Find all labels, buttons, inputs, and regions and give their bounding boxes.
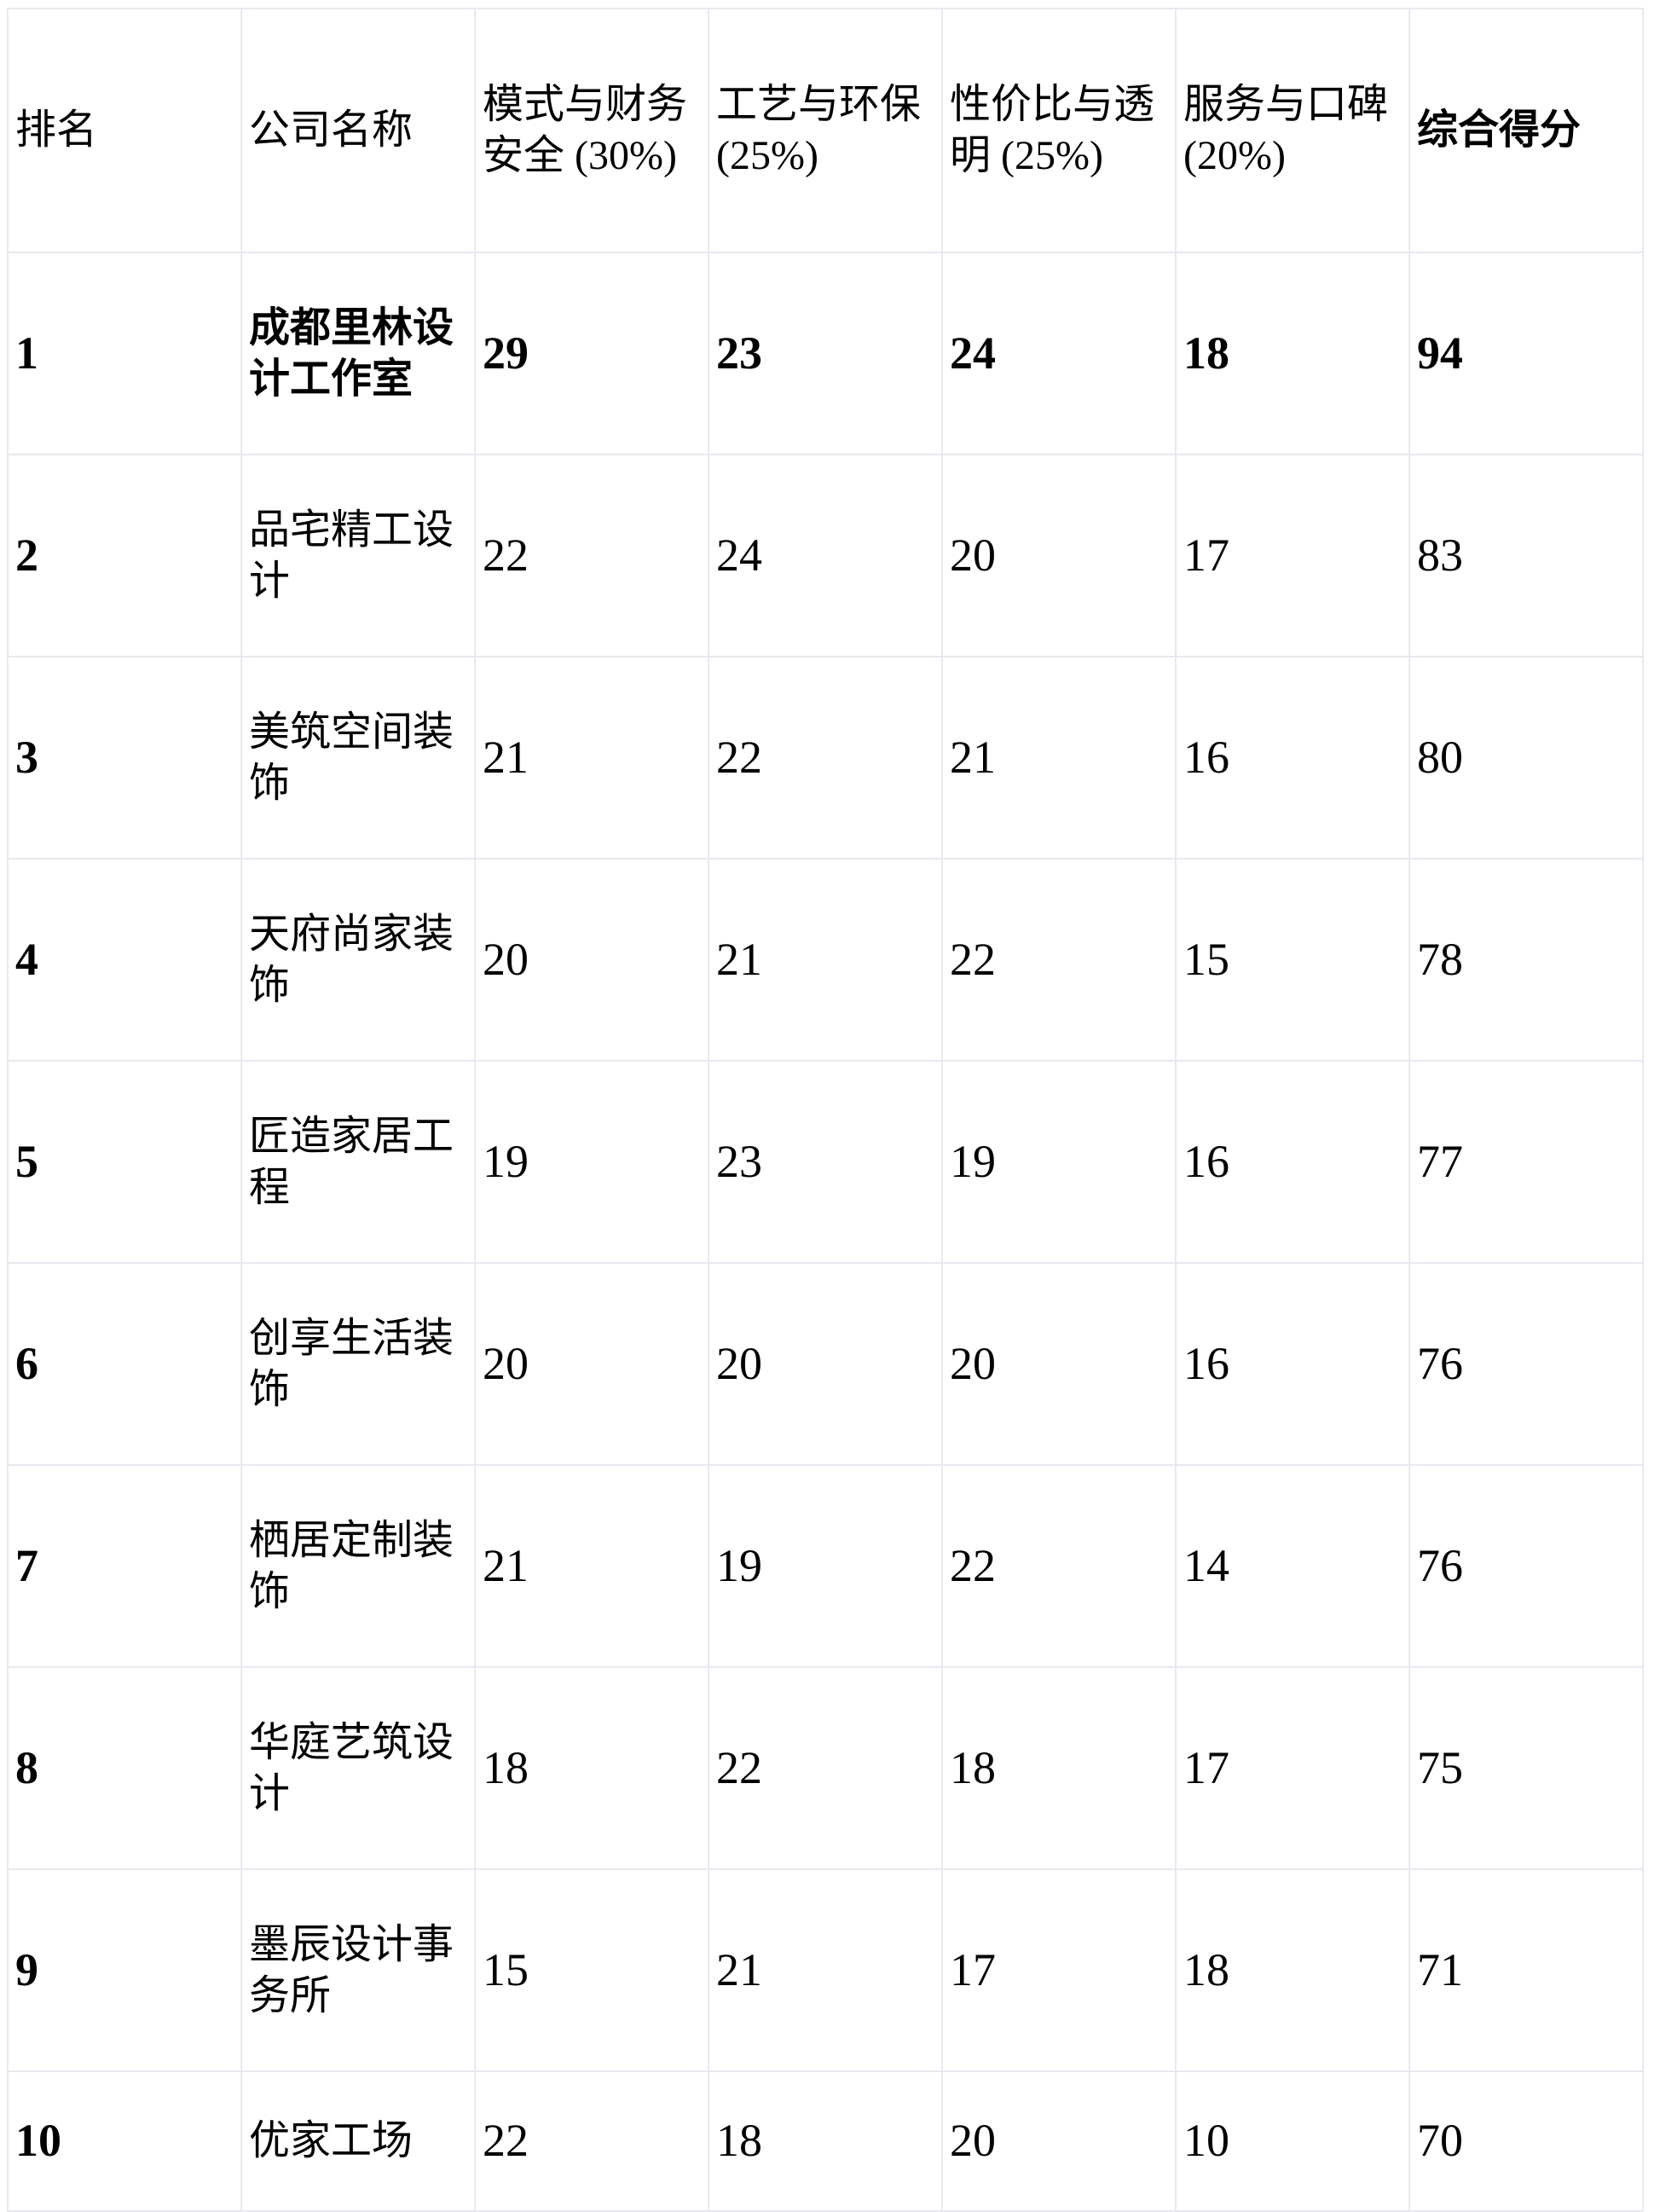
table-row: 8 华庭艺筑设计 18 22 18 17 75: [7, 1666, 1644, 1870]
score-service-reputation-cell: 10: [1175, 2070, 1410, 2212]
total-score-cell: 71: [1408, 1868, 1644, 2072]
score-service-reputation-cell: 18: [1175, 252, 1410, 455]
total-score-cell: 76: [1408, 1262, 1644, 1466]
rank-cell: 6: [7, 1262, 242, 1466]
score-service-reputation-cell: 17: [1175, 454, 1410, 657]
score-value-transparency-cell: 22: [941, 1464, 1177, 1668]
company-cell: 美筑空间装饰: [240, 656, 476, 860]
table-row: 7 栖居定制装饰 21 19 22 14 76: [7, 1464, 1644, 1668]
score-model-finance-cell: 20: [474, 858, 709, 1062]
company-cell: 成都里林设计工作室: [240, 252, 476, 455]
score-craft-eco-cell: 22: [708, 656, 943, 860]
rank-cell: 7: [7, 1464, 242, 1668]
total-score-cell: 70: [1408, 2070, 1644, 2212]
table-body: 1 成都里林设计工作室 29 23 24 18 94 2 品宅精工设计 22 24 20 17 83 3 美筑…: [7, 252, 1644, 2212]
score-model-finance-cell: 18: [474, 1666, 709, 1870]
company-cell: 创享生活装饰: [240, 1262, 476, 1466]
score-craft-eco-cell: 23: [708, 252, 943, 455]
score-value-transparency-cell: 24: [941, 252, 1177, 455]
rank-cell: 2: [7, 454, 242, 657]
table-header: 排名 公司名称 模式与财务安全 (30%) 工艺与环保 (25%) 性价比与透明…: [7, 8, 1644, 253]
score-service-reputation-cell: 16: [1175, 1262, 1410, 1466]
score-model-finance-cell: 19: [474, 1060, 709, 1264]
score-service-reputation-cell: 16: [1175, 656, 1410, 860]
total-score-cell: 76: [1408, 1464, 1644, 1668]
score-value-transparency-cell: 21: [941, 656, 1177, 860]
score-craft-eco-cell: 21: [708, 858, 943, 1062]
total-score-cell: 75: [1408, 1666, 1644, 1870]
score-model-finance-cell: 22: [474, 454, 709, 657]
total-score-cell: 94: [1408, 252, 1644, 455]
score-service-reputation-cell: 15: [1175, 858, 1410, 1062]
score-value-transparency-cell: 17: [941, 1868, 1177, 2072]
score-service-reputation-cell: 18: [1175, 1868, 1410, 2072]
table-row: 10 优家工场 22 18 20 10 70: [7, 2070, 1644, 2212]
table-row: 1 成都里林设计工作室 29 23 24 18 94: [7, 252, 1644, 455]
header-row: 排名 公司名称 模式与财务安全 (30%) 工艺与环保 (25%) 性价比与透明…: [7, 8, 1644, 253]
rank-cell: 3: [7, 656, 242, 860]
table-row: 5 匠造家居工程 19 23 19 16 77: [7, 1060, 1644, 1264]
score-model-finance-cell: 15: [474, 1868, 709, 2072]
score-service-reputation-cell: 17: [1175, 1666, 1410, 1870]
score-service-reputation-cell: 14: [1175, 1464, 1410, 1668]
rank-cell: 9: [7, 1868, 242, 2072]
total-score-cell: 78: [1408, 858, 1644, 1062]
score-craft-eco-cell: 23: [708, 1060, 943, 1264]
col-header-rank: 排名: [7, 8, 242, 253]
total-score-cell: 77: [1408, 1060, 1644, 1264]
rank-cell: 1: [7, 252, 242, 455]
score-craft-eco-cell: 22: [708, 1666, 943, 1870]
company-cell: 栖居定制装饰: [240, 1464, 476, 1668]
total-score-cell: 83: [1408, 454, 1644, 657]
score-service-reputation-cell: 16: [1175, 1060, 1410, 1264]
score-model-finance-cell: 21: [474, 656, 709, 860]
company-cell: 品宅精工设计: [240, 454, 476, 657]
score-craft-eco-cell: 24: [708, 454, 943, 657]
ranking-table: 排名 公司名称 模式与财务安全 (30%) 工艺与环保 (25%) 性价比与透明…: [7, 8, 1644, 2212]
table-row: 4 天府尚家装饰 20 21 22 15 78: [7, 858, 1644, 1062]
col-header-model-finance: 模式与财务安全 (30%): [474, 8, 709, 253]
score-model-finance-cell: 29: [474, 252, 709, 455]
company-cell: 墨辰设计事务所: [240, 1868, 476, 2072]
company-cell: 匠造家居工程: [240, 1060, 476, 1264]
rank-cell: 5: [7, 1060, 242, 1264]
score-craft-eco-cell: 21: [708, 1868, 943, 2072]
score-value-transparency-cell: 20: [941, 2070, 1177, 2212]
score-model-finance-cell: 22: [474, 2070, 709, 2212]
col-header-craft-eco: 工艺与环保 (25%): [708, 8, 943, 253]
table-row: 2 品宅精工设计 22 24 20 17 83: [7, 454, 1644, 657]
col-header-company: 公司名称: [240, 8, 476, 253]
score-value-transparency-cell: 22: [941, 858, 1177, 1062]
score-craft-eco-cell: 20: [708, 1262, 943, 1466]
company-cell: 优家工场: [240, 2070, 476, 2212]
score-value-transparency-cell: 20: [941, 454, 1177, 657]
col-header-total-score: 综合得分: [1408, 8, 1644, 253]
table-row: 3 美筑空间装饰 21 22 21 16 80: [7, 656, 1644, 860]
score-model-finance-cell: 20: [474, 1262, 709, 1466]
company-cell: 天府尚家装饰: [240, 858, 476, 1062]
table-row: 6 创享生活装饰 20 20 20 16 76: [7, 1262, 1644, 1466]
total-score-cell: 80: [1408, 656, 1644, 860]
score-craft-eco-cell: 18: [708, 2070, 943, 2212]
score-value-transparency-cell: 18: [941, 1666, 1177, 1870]
rank-cell: 4: [7, 858, 242, 1062]
score-value-transparency-cell: 19: [941, 1060, 1177, 1264]
table-row: 9 墨辰设计事务所 15 21 17 18 71: [7, 1868, 1644, 2072]
col-header-value-transparency: 性价比与透明 (25%): [941, 8, 1177, 253]
score-value-transparency-cell: 20: [941, 1262, 1177, 1466]
rank-cell: 10: [7, 2070, 242, 2212]
rank-cell: 8: [7, 1666, 242, 1870]
score-craft-eco-cell: 19: [708, 1464, 943, 1668]
col-header-service-reputation: 服务与口碑 (20%): [1175, 8, 1410, 253]
company-cell: 华庭艺筑设计: [240, 1666, 476, 1870]
score-model-finance-cell: 21: [474, 1464, 709, 1668]
